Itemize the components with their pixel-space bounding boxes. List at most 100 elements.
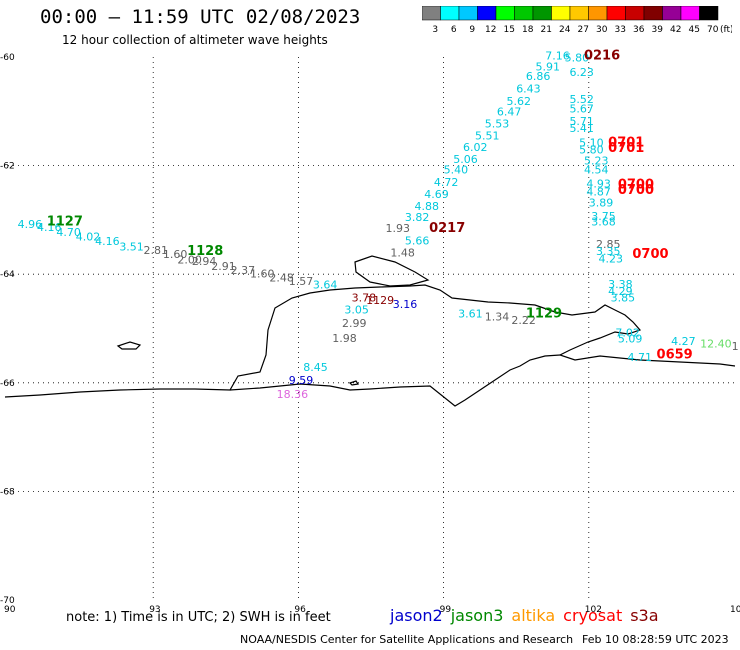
wave-height-label: 3.61 [458,308,483,321]
lon-tick-label: 99 [440,605,452,615]
wave-height-label: 5.41 [569,122,594,135]
wave-height-label: 2.91 [211,260,236,273]
wave-height-label: 4.54 [584,164,609,177]
wave-height-label: 5.53 [485,118,510,131]
wave-height-label: 1128 [187,244,223,259]
wave-height-label: 5.52 [569,93,594,106]
wave-height-label: 1127 [47,214,83,229]
wave-height-label: 0700 [618,183,654,198]
wave-height-label: 4.02 [76,231,101,244]
wave-height-label: 4.69 [424,188,449,201]
wave-height-label: 4.93 [586,177,611,190]
wave-height-label: 3.82 [405,211,430,224]
wave-height-label: 5.71 [569,115,594,128]
colorbar-label: 45 [689,25,700,35]
wave-height-label: 5.51 [475,130,500,143]
wave-height-label: 2.22 [511,314,536,327]
lat-tick-label: -66 [0,379,15,389]
lon-tick-label: 93 [149,605,160,615]
wave-height-label: 4.87 [586,185,611,198]
wave-height-label: 1129 [366,294,394,307]
colorbar-label: 18 [522,25,534,35]
wave-height-label: 3.05 [344,303,369,316]
wave-height-label: 2.81 [144,244,169,257]
wave-height-label: 1 [732,340,739,353]
wave-height-label: 6.47 [497,106,521,119]
credit-timestamp: Feb 10 08:28:59 UTC 2023 [582,633,729,646]
wave-height-label: 4.29 [608,285,633,298]
track-labels: 4.964.164.704.024.16 3.5111272.811.602.00… [18,49,739,401]
colorbar-label: 42 [670,25,681,35]
wave-height-label: 9.59 [289,374,314,387]
wave-height-label: 4.23 [598,252,623,265]
wave-height-label: 5.06 [453,153,478,166]
wave-height-label: 0701 [608,136,644,151]
lon-tick-label: 102 [585,605,602,615]
wave-height-label: 7.16 [545,50,570,63]
coastline-main [4,284,736,398]
wave-height-label: 3.78 [352,291,377,304]
island-small [348,380,360,386]
wave-height-label: 1.48 [390,246,415,259]
wave-height-label: 12.40 [700,338,732,351]
wave-height-label: 0217 [429,221,465,236]
colorbar-label: 9 [469,25,475,35]
wave-height-label: 0659 [657,347,693,362]
colorbar-label: 70 [707,25,719,35]
colorbar-label: 36 [633,25,645,35]
colorbar-label: 3 [432,25,438,35]
wave-height-label: 4.16 [37,221,62,234]
legend-jason2: jason2 [390,606,443,625]
island-west [116,341,142,350]
legend-jason3: jason3 [450,606,504,625]
colorbar-label: 27 [578,25,589,35]
wave-height-label: 4.88 [415,200,440,213]
wave-height-label: 3.75 [591,210,616,223]
wave-height-label: 5.80 [565,51,590,64]
wave-height-label: 1.98 [332,332,357,345]
wave-height-label: 3.35 [596,245,621,258]
wave-height-label: 5.66 [405,234,430,247]
wave-height-label: 4.70 [56,226,81,239]
wave-height-label: 3.85 [611,291,636,304]
wave-height-label: 5.67 [569,102,594,115]
wave-height-label: 4.27 [671,335,696,348]
colorbar-label: 39 [652,25,664,35]
coastline [4,255,736,407]
wave-height-label: 1129 [526,307,562,322]
credit-line: NOAA/NESDIS Center for Satellite Applica… [240,633,574,646]
wave-height-label: 5.62 [507,95,532,108]
wave-height-label: 4.71 [628,351,653,364]
lat-tick-label: -62 [0,162,15,172]
wave-height-label: 6.43 [516,82,541,95]
legend-altika: altika [511,606,556,625]
wave-height-label: 0216 [584,49,620,64]
lon-tick-label: 90 [4,605,16,615]
lat-tick-label: -60 [0,53,15,63]
wave-height-label: 4.96 [18,218,43,231]
map-title: 00:00 – 11:59 UTC 02/08/2023 [40,6,361,28]
wave-height-label: 2.48 [269,271,294,284]
wave-height-label: 3.89 [589,196,614,209]
wave-height-label: 5.80 [579,144,604,157]
legend-s3a: s3a [630,606,659,625]
wave-height-label: 3.64 [313,278,338,291]
island-north [354,255,430,287]
map-subtitle: 12 hour collection of altimeter wave hei… [62,33,328,47]
colorbar-label: 33 [615,25,626,35]
legend-cryosat: cryosat [563,606,623,625]
wave-height-label: 6.02 [463,141,488,154]
wave-height-label: 1.60 [250,267,275,280]
wave-height-label: 6.23 [569,66,594,79]
wave-height-label: 2.85 [596,238,621,251]
wave-height-label: 2.94 [192,255,217,268]
wave-height-label: 0700 [632,247,668,262]
wave-height-label: 5.91 [536,61,561,74]
wave-height-label: 8.45 [303,361,328,374]
lat-tick-label: -64 [0,270,15,280]
wave-height-label: 5.23 [584,155,609,168]
wave-height-label: 3.68 [591,215,616,228]
lat-tick-label: -68 [0,487,15,497]
colorbar-label: 12 [485,25,496,35]
